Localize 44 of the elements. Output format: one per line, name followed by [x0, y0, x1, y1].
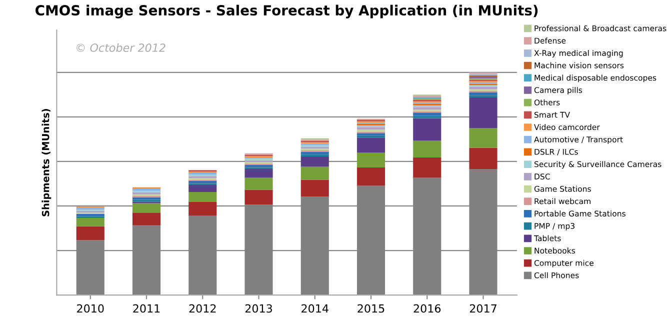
bar	[300, 154, 329, 157]
y-axis-title: Shipments (MUnits)	[42, 108, 52, 216]
bar	[188, 202, 217, 216]
text: © October 2012	[76, 43, 166, 52]
bar	[76, 218, 104, 226]
x-tick-label: 2012	[189, 304, 216, 313]
bar	[300, 156, 329, 167]
x-tick-label: 2016	[414, 304, 441, 313]
x-tick-label: 2011	[133, 304, 160, 313]
bar	[356, 127, 386, 130]
x-tick-label: 2017	[470, 304, 496, 313]
bar	[469, 128, 498, 148]
bar	[469, 86, 498, 90]
bar	[188, 192, 217, 202]
chart-title: CMOS image Sensors - Sales Forecast by Application (in MUnits)	[36, 4, 538, 18]
bar	[413, 157, 442, 178]
x-tick-label: 2014	[302, 304, 328, 313]
bar	[413, 107, 442, 110]
bar	[469, 98, 498, 128]
bar	[300, 166, 329, 180]
bar	[244, 178, 273, 190]
bar	[76, 214, 104, 216]
bar	[413, 112, 442, 116]
bar	[300, 180, 329, 197]
bar	[132, 212, 161, 226]
bar	[469, 92, 498, 96]
bar	[244, 190, 273, 205]
bar	[413, 118, 442, 141]
bar	[356, 167, 386, 186]
bar	[188, 185, 217, 192]
bar	[356, 135, 386, 138]
x-tick-label: 2010	[77, 304, 104, 313]
bar	[76, 226, 104, 240]
bar	[132, 203, 161, 213]
bar	[469, 95, 498, 98]
x-tick-label: 2013	[245, 304, 272, 313]
bar	[356, 138, 386, 153]
bar	[413, 116, 442, 118]
bar	[356, 152, 386, 168]
bar	[244, 169, 273, 178]
bar	[413, 140, 442, 158]
bar	[469, 148, 498, 170]
bar	[300, 152, 329, 154]
x-tick-label: 2015	[358, 304, 384, 313]
